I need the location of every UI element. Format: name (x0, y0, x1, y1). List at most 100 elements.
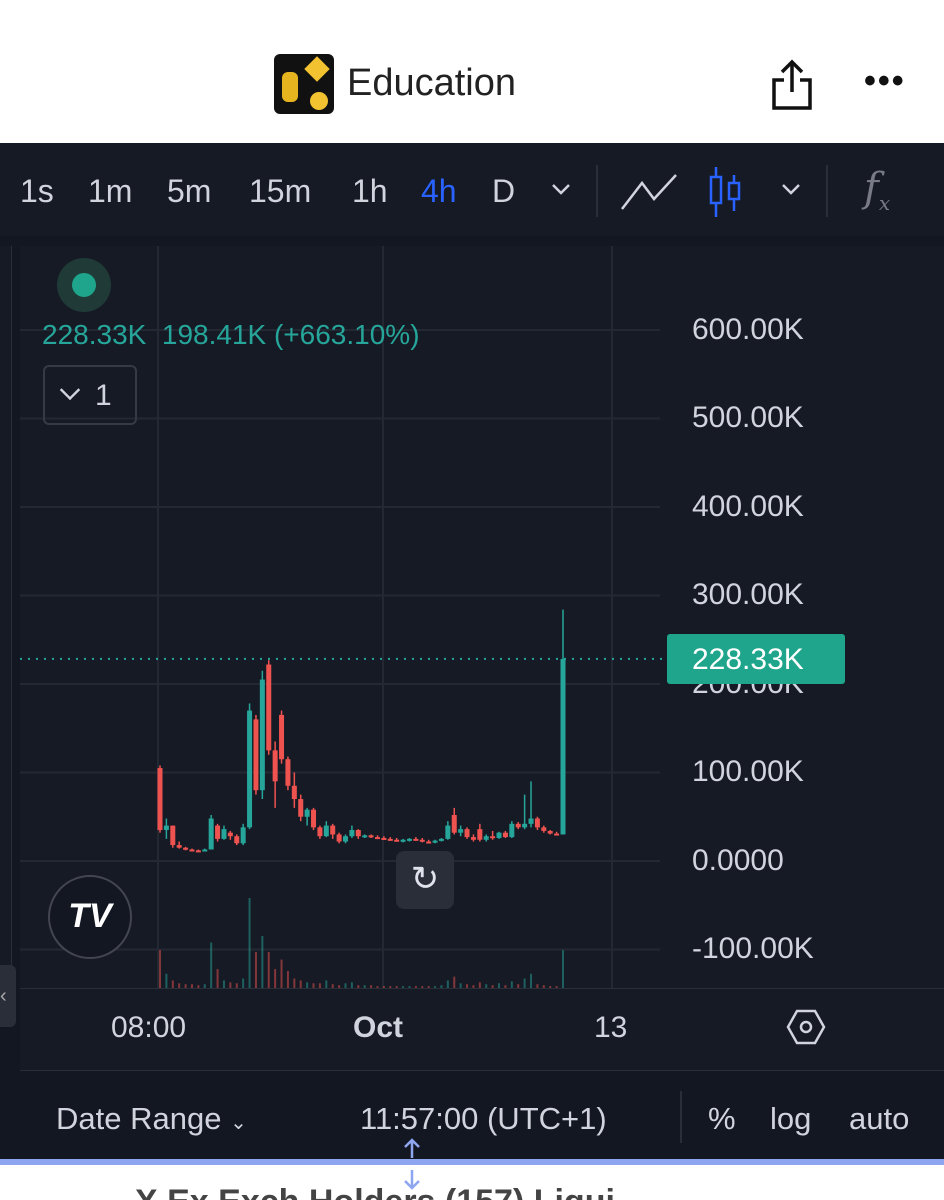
expand-panel-button[interactable]: ‹ (0, 965, 16, 1027)
timeframe-1h[interactable]: 1h (352, 173, 388, 209)
candle-body (285, 759, 291, 786)
volume-bar (190, 984, 193, 988)
candle-body (400, 839, 406, 842)
candle-body (330, 825, 336, 835)
chevron-down-icon[interactable] (550, 181, 572, 197)
auto-scale-button[interactable]: auto (849, 1101, 910, 1136)
candle-body (170, 825, 176, 846)
tradingview-logo[interactable]: TV (48, 875, 132, 959)
candle-body (419, 839, 425, 842)
volume-bar (555, 986, 558, 988)
ohlc-legend: 228.33K 198.41K (+663.10%) (42, 319, 420, 351)
share-icon[interactable] (770, 58, 814, 112)
volume-bar (517, 984, 520, 988)
volume-bar (478, 982, 481, 988)
timeframe-1m[interactable]: 1m (88, 173, 133, 209)
candle-body (343, 836, 349, 842)
date-range-label: Date Range (56, 1101, 222, 1136)
volume-bar (165, 973, 168, 988)
volume-bar (562, 950, 564, 988)
volume-bar (523, 978, 526, 988)
candle-body (157, 768, 163, 831)
candle-body (458, 829, 464, 833)
volume-bar (453, 976, 456, 988)
settings-hexagon-icon[interactable] (786, 1007, 826, 1047)
chevron-down-icon (59, 379, 81, 401)
volume-bar (216, 969, 219, 988)
candlestick-icon[interactable] (706, 165, 746, 219)
reset-chart-button[interactable]: ↻ (396, 851, 454, 909)
volume-bar (331, 984, 334, 988)
candle-body (317, 827, 323, 837)
candle-body (445, 825, 451, 839)
price-chart[interactable] (20, 246, 944, 988)
volume-bar (171, 980, 174, 988)
candle-body (183, 847, 189, 850)
x-tick: 08:00 (111, 1011, 187, 1044)
timeframe-1s[interactable]: 1s (20, 173, 54, 209)
candle-body (483, 836, 489, 840)
candle-body (528, 818, 534, 824)
line-chart-icon[interactable] (620, 171, 680, 213)
candle-body (387, 838, 393, 841)
volume-bar (395, 986, 398, 988)
volume-bar (510, 981, 513, 988)
volume-bar (254, 952, 257, 988)
chart-pane[interactable] (20, 246, 944, 988)
candle-body (406, 838, 412, 841)
candle-body (266, 664, 272, 751)
percent-scale-button[interactable]: % (708, 1101, 736, 1136)
volume-bar (427, 986, 430, 988)
candle-body (215, 825, 221, 839)
candle-body (438, 838, 444, 841)
indicator-count: 1 (95, 379, 112, 412)
volume-bar (382, 986, 385, 988)
candle-body (176, 845, 182, 848)
volume-bar (312, 983, 315, 988)
last-price-label: 228.33K (667, 634, 845, 684)
candle-body (381, 837, 387, 840)
y-tick: 600.00K (692, 313, 804, 346)
divider (596, 165, 598, 217)
bottom-toolbar: Date Range ⌄ 11:57:00 (UTC+1) % log auto (20, 1070, 944, 1160)
volume-bar (408, 986, 411, 988)
timeframe-5m[interactable]: 5m (167, 173, 212, 209)
timeframe-15m[interactable]: 15m (249, 173, 312, 209)
volume-bar (491, 985, 494, 988)
resize-handle-icon[interactable] (402, 1138, 422, 1190)
timeframe-4h[interactable]: 4h (421, 173, 457, 209)
x-tick: 13 (594, 1011, 628, 1044)
volume-bar (376, 986, 379, 988)
candle-body (253, 719, 259, 791)
collapse-indicators-button[interactable]: 1 (43, 365, 137, 425)
candle-body (298, 799, 304, 817)
y-tick: 400.00K (692, 490, 804, 523)
more-horizontal-icon[interactable]: ••• (864, 62, 906, 100)
candle-body (234, 836, 240, 844)
log-scale-button[interactable]: log (770, 1101, 812, 1136)
candle-body (560, 658, 566, 835)
app-header: Education ••• (0, 0, 944, 143)
divider (826, 165, 828, 217)
indicators-fx-icon[interactable]: fx (864, 165, 891, 215)
volume-bar (280, 959, 283, 988)
timeframe-d[interactable]: D (492, 173, 516, 209)
candle-body (247, 710, 253, 828)
page-tabs-peek: X Ex Exch Holders (157) Liqui (135, 1182, 615, 1200)
candle-body (311, 809, 317, 828)
candle-body (534, 818, 540, 828)
y-tick: 100.00K (692, 755, 804, 788)
date-range-button[interactable]: Date Range ⌄ (56, 1101, 247, 1137)
volume-bar (235, 983, 238, 988)
volume-bar (549, 986, 552, 988)
resize-divider[interactable] (0, 1159, 944, 1165)
candle-body (336, 834, 342, 842)
time-axis[interactable]: 08:00 Oct 13 (20, 988, 944, 1070)
candle-body (259, 679, 265, 791)
volume-bar (318, 983, 321, 988)
channel-logo (274, 54, 334, 114)
candle-body (227, 832, 233, 837)
candle-body (432, 840, 438, 843)
current-time[interactable]: 11:57:00 (UTC+1) (360, 1101, 607, 1136)
chevron-down-icon[interactable] (780, 181, 802, 197)
